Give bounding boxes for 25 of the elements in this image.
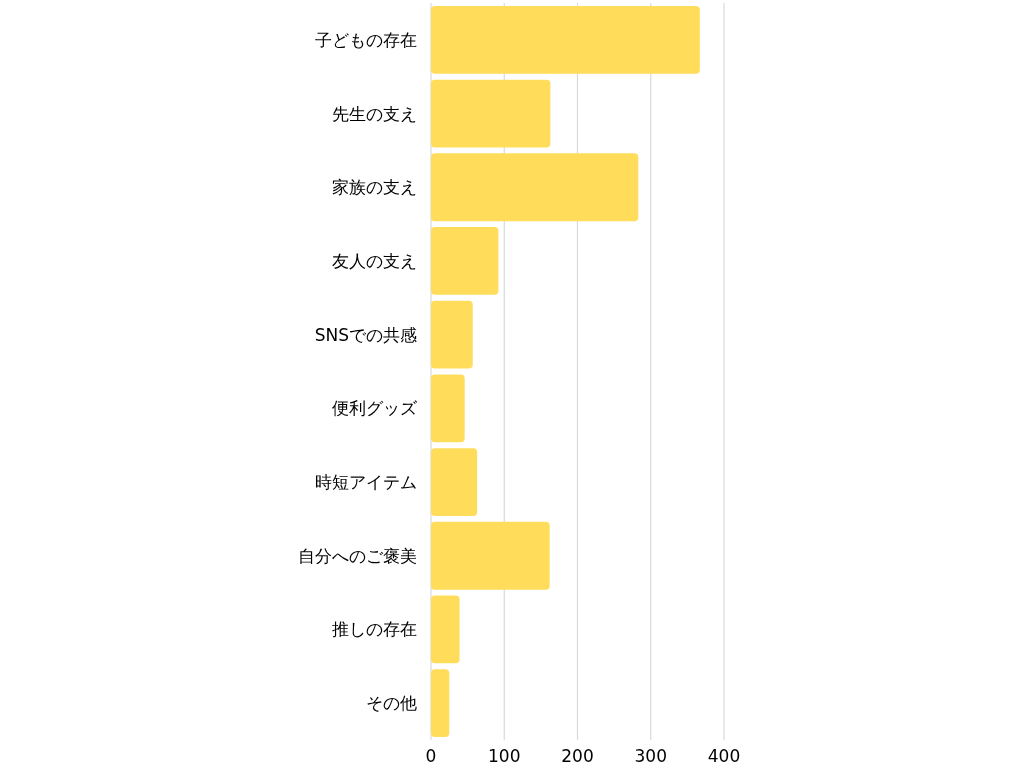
y-tick-label: 便利グッズ xyxy=(332,398,418,419)
x-tick-label: 100 xyxy=(488,746,521,766)
bar xyxy=(431,595,460,664)
y-tick-label: 自分へのご褒美 xyxy=(298,545,417,566)
y-tick-label: 家族の支え xyxy=(332,177,417,198)
x-tick-label: 200 xyxy=(561,746,594,766)
bar xyxy=(431,153,639,222)
x-tick-label: 300 xyxy=(634,746,667,766)
bar xyxy=(431,448,478,516)
bar xyxy=(431,300,473,369)
bar xyxy=(431,521,550,590)
bar xyxy=(431,669,450,738)
bar xyxy=(431,227,499,295)
y-tick-label: 推しの存在 xyxy=(332,619,417,640)
x-tick-label: 0 xyxy=(425,746,437,766)
y-tick-label: 子どもの存在 xyxy=(315,29,417,50)
y-tick-label: その他 xyxy=(366,693,417,714)
x-tick-label: 400 xyxy=(707,746,741,766)
y-tick-label: 時短アイテム xyxy=(315,472,417,492)
y-tick-label: 友人の支え xyxy=(332,250,417,271)
y-tick-label: 先生の支え xyxy=(332,103,417,124)
bar xyxy=(431,374,465,443)
y-tick-label: SNSでの共感 xyxy=(314,324,417,345)
bar xyxy=(431,79,551,148)
bar xyxy=(431,5,700,74)
